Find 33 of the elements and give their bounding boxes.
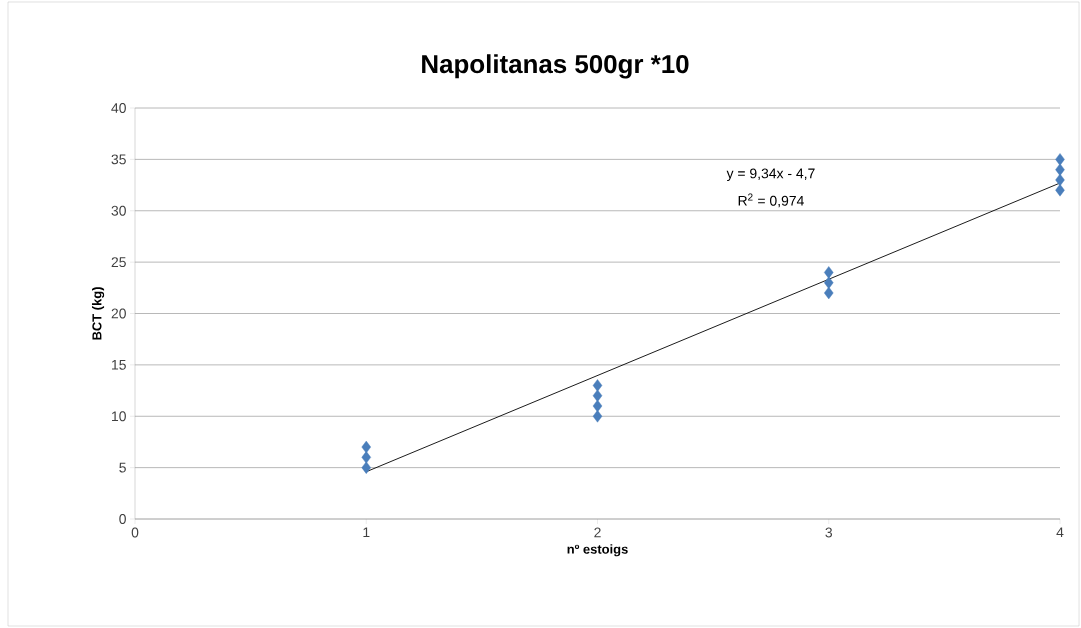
y-tick-label: 30 xyxy=(111,205,126,216)
y-axis-title: BCT (kg) xyxy=(91,287,105,340)
point xyxy=(824,276,834,289)
x-tick-label: 3 xyxy=(825,527,833,538)
chart-title: Napolitanas 500gr *10 xyxy=(422,54,689,79)
y-tick-label: 40 xyxy=(111,103,126,113)
point xyxy=(361,440,371,454)
y-tick-label: 35 xyxy=(111,154,126,165)
point xyxy=(592,410,603,423)
x-axis-title: nº estoigs xyxy=(567,544,628,557)
point xyxy=(592,389,603,402)
x-tick-label: 2 xyxy=(594,527,601,538)
x-tick-label: 1 xyxy=(363,527,370,538)
point xyxy=(1055,153,1065,166)
point xyxy=(361,461,371,474)
y-tick-label: 10 xyxy=(112,411,126,422)
y-tick-label: 15 xyxy=(112,360,126,370)
point xyxy=(592,379,603,392)
point xyxy=(361,451,371,464)
point xyxy=(1055,184,1065,197)
y-tick-label: 0 xyxy=(119,514,126,524)
point xyxy=(1055,173,1065,187)
point xyxy=(592,399,603,413)
x-tick-label: 4 xyxy=(1056,527,1064,538)
annotation: R$^{2}$ = 0,974 xyxy=(738,193,804,208)
y-tick-label: 25 xyxy=(111,257,126,268)
point xyxy=(824,286,834,300)
y-tick-label: 5 xyxy=(119,462,126,473)
annotation: y = 9,34x - 4,7 xyxy=(726,168,815,182)
y-tick-label: 20 xyxy=(111,308,126,319)
point xyxy=(1055,163,1065,176)
point xyxy=(824,266,834,279)
x-tick-label: 0 xyxy=(131,527,139,538)
